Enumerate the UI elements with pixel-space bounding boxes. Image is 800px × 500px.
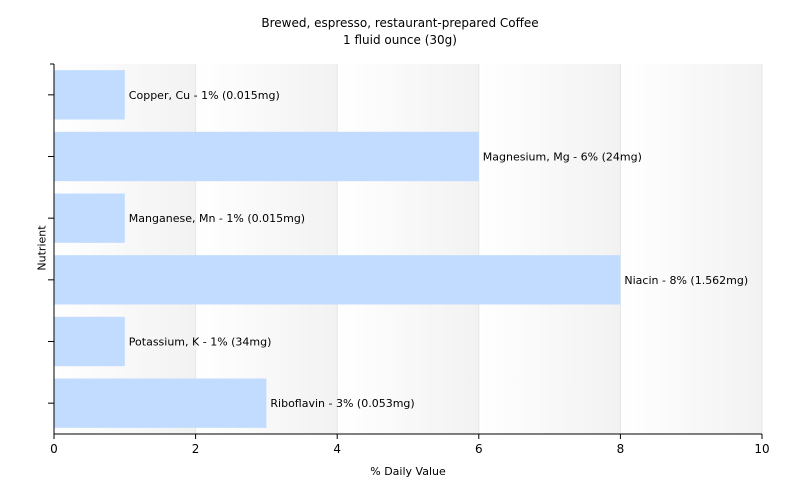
x-tick-label: 10	[754, 442, 769, 456]
x-tick-label: 8	[617, 442, 625, 456]
bar-label: Magnesium, Mg - 6% (24mg)	[483, 151, 642, 164]
bar	[54, 193, 125, 243]
plot-background-band	[478, 64, 621, 434]
plot-background-band	[54, 64, 196, 434]
bar	[54, 70, 125, 120]
bar-label: Copper, Cu - 1% (0.015mg)	[129, 89, 280, 102]
x-tick-label: 0	[50, 442, 58, 456]
plot-background-band	[337, 64, 479, 434]
bar-label: Niacin - 8% (1.562mg)	[624, 274, 748, 287]
y-axis-title: Nutrient	[35, 225, 49, 271]
x-tick-label: 6	[475, 442, 483, 456]
bar	[54, 316, 125, 367]
bar	[54, 131, 479, 182]
bar-label: Manganese, Mn - 1% (0.015mg)	[129, 212, 305, 225]
plot-background-band	[620, 64, 762, 434]
x-tick-label: 2	[192, 442, 200, 456]
bar	[54, 255, 621, 305]
chart-subtitle: 1 fluid ounce (30g)	[343, 33, 457, 47]
bar-label: Potassium, K - 1% (34mg)	[129, 336, 272, 349]
x-axis-title: % Daily Value	[370, 465, 446, 478]
bar-label: Riboflavin - 3% (0.053mg)	[270, 397, 414, 410]
bar	[54, 378, 267, 428]
x-tick-label: 4	[333, 442, 341, 456]
chart-title: Brewed, espresso, restaurant-prepared Co…	[261, 16, 539, 30]
plot-background-band	[195, 64, 338, 434]
